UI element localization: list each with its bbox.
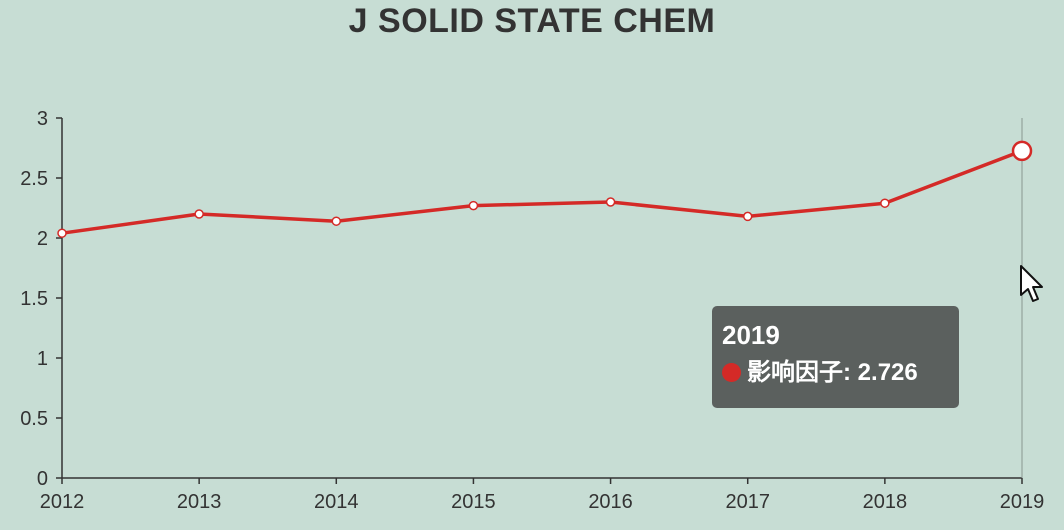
- x-tick-label: 2019: [1000, 491, 1045, 513]
- y-tick-label: 1.5: [20, 288, 48, 310]
- y-tick-label: 1: [37, 348, 48, 370]
- x-tick-label: 2012: [40, 491, 85, 513]
- series-line: [60, 149, 1024, 235]
- data-point[interactable]: [742, 211, 753, 222]
- y-tick-label: 2.5: [20, 168, 48, 190]
- x-tick-label: 2017: [725, 491, 770, 513]
- tooltip-separator: :: [843, 359, 858, 386]
- data-point[interactable]: [1011, 140, 1033, 162]
- tooltip: 2019 影响因子: 2.726: [712, 306, 959, 408]
- data-point[interactable]: [605, 197, 616, 207]
- y-tick-label: 2: [37, 228, 48, 250]
- tooltip-series-marker: [722, 363, 741, 382]
- tooltip-value: 2.726: [857, 359, 918, 386]
- data-point[interactable]: [57, 228, 67, 238]
- y-tick-label: 0.5: [20, 408, 48, 430]
- tooltip-title: 2019: [722, 320, 780, 350]
- y-tick-label: 0: [37, 468, 48, 490]
- data-point[interactable]: [880, 198, 890, 208]
- tooltip-series-name: 影响因子: [747, 359, 843, 386]
- x-tick-label: 2013: [177, 491, 222, 513]
- y-tick-label: 3: [37, 108, 48, 130]
- x-tick-label: 2018: [863, 491, 908, 513]
- tooltip-row: 影响因子: 2.726: [722, 358, 949, 388]
- data-point[interactable]: [331, 216, 342, 226]
- data-point[interactable]: [468, 200, 479, 211]
- x-tick-label: 2015: [451, 491, 496, 513]
- mouse-pointer-icon: [1020, 265, 1043, 302]
- x-tick-label: 2014: [314, 491, 359, 513]
- data-point[interactable]: [194, 209, 204, 219]
- x-tick-label: 2016: [588, 491, 633, 513]
- chart-title: J SOLID STATE CHEM: [348, 2, 716, 40]
